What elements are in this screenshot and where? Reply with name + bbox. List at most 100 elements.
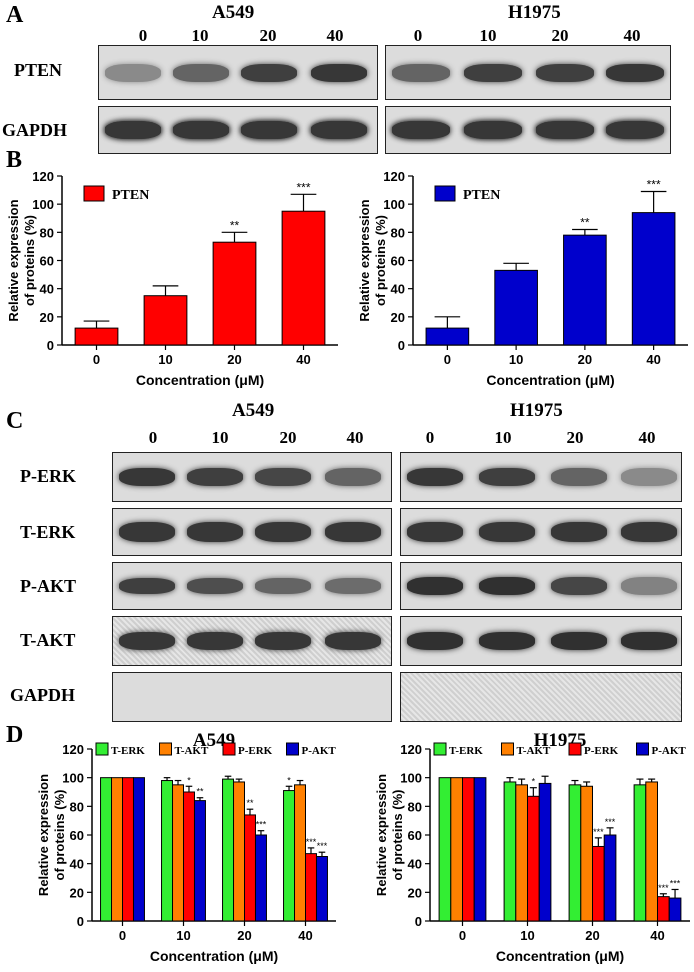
y-tick-label: 80: [408, 799, 422, 814]
bar-t-erk: [283, 790, 296, 922]
x-tick-label: 40: [296, 352, 310, 367]
band: [464, 63, 522, 82]
band: [407, 468, 463, 486]
significance-mark: **: [580, 216, 590, 230]
blot-a549-t-akt: [112, 616, 392, 666]
bar-pten: [425, 327, 470, 346]
y-tick-label: 60: [408, 828, 422, 843]
legend-label: T-AKT: [175, 745, 209, 757]
band: [311, 63, 367, 82]
lane-label: 10: [191, 26, 209, 45]
bar-p-erk: [305, 853, 317, 922]
row-label-gapdh: GAPDH: [2, 120, 67, 140]
legend-label: P-ERK: [238, 745, 273, 757]
bar-t-erk: [438, 777, 452, 922]
y-tick-label: 0: [415, 914, 422, 929]
significance-mark: ***: [647, 177, 661, 191]
band: [325, 632, 381, 650]
band: [187, 578, 243, 594]
legend-label: P-AKT: [302, 745, 337, 757]
y-tick-label: 20: [40, 310, 54, 325]
lane-label: 40: [623, 26, 641, 45]
lane-label: 40: [326, 26, 344, 45]
band: [407, 632, 463, 650]
panel-letter-a: A: [6, 2, 24, 28]
band: [621, 522, 677, 542]
band: [173, 63, 229, 82]
lane-label: 0: [413, 26, 423, 45]
band: [119, 578, 175, 594]
band: [187, 522, 243, 542]
legend-swatch: [95, 742, 109, 756]
cell-title-h1975: H1975: [510, 400, 563, 421]
row-label-pten: PTEN: [14, 60, 63, 80]
band: [479, 468, 535, 486]
band: [187, 632, 243, 650]
blot-h1975-gapdh: [385, 106, 671, 154]
lane-label: 20: [566, 428, 584, 447]
bar-t-erk: [633, 784, 647, 922]
band: [255, 468, 311, 486]
legend-label: T-AKT: [517, 745, 551, 757]
bar-t-erk: [568, 784, 582, 922]
band: [325, 468, 381, 486]
band: [119, 632, 175, 650]
blot-h1975-p-erk: [400, 452, 682, 502]
y-tick-label: 120: [32, 169, 54, 184]
y-tick-label: 20: [408, 885, 422, 900]
y-axis-label: Relative expression: [357, 199, 372, 321]
y-axis-label: of proteins (%): [22, 215, 37, 306]
band: [479, 522, 535, 542]
band: [606, 121, 662, 139]
row-label-t-akt: T-AKT: [20, 630, 76, 650]
y-axis-label: Relative expression: [36, 774, 51, 896]
y-tick-label: 100: [400, 771, 422, 786]
band: [392, 63, 450, 82]
band: [255, 522, 311, 542]
bar-p-erk: [592, 845, 605, 922]
bar-p-akt: [132, 777, 145, 922]
significance-mark: *: [287, 775, 291, 785]
bar-pten: [563, 234, 607, 346]
x-tick-label: 10: [520, 928, 534, 943]
blot-a549-p-erk: [112, 452, 392, 502]
row-label-p-erk: P-ERK: [20, 466, 76, 486]
band: [187, 468, 243, 486]
y-tick-label: 100: [62, 771, 84, 786]
bar-p-akt: [193, 800, 206, 922]
band: [551, 577, 607, 595]
legend-swatch: [434, 185, 456, 202]
x-tick-label: 10: [509, 352, 523, 367]
legend-swatch: [433, 742, 447, 756]
bar-p-erk: [244, 814, 256, 922]
band: [606, 63, 664, 82]
band: [241, 121, 297, 139]
significance-mark: ***: [317, 841, 328, 851]
legend-label: PTEN: [112, 188, 149, 203]
row-label-t-erk: T-ERK: [20, 522, 76, 542]
band: [119, 522, 175, 542]
bar-t-akt: [172, 784, 185, 922]
x-tick-label: 0: [444, 352, 451, 367]
blot-a549-p-akt: [112, 562, 392, 610]
bar-t-erk: [222, 778, 235, 922]
x-tick-label: 20: [578, 352, 592, 367]
significance-mark: **: [196, 787, 204, 797]
y-tick-label: 80: [70, 799, 84, 814]
x-tick-label: 20: [237, 928, 251, 943]
band: [105, 63, 161, 82]
bar-p-akt: [315, 856, 328, 922]
band: [464, 121, 520, 139]
bar-p-erk: [183, 791, 195, 922]
y-tick-label: 0: [47, 338, 54, 353]
y-tick-label: 60: [391, 254, 405, 269]
x-tick-label: 0: [459, 928, 466, 943]
bar-t-akt: [233, 781, 246, 922]
bar-t-akt: [580, 785, 594, 922]
y-tick-label: 0: [77, 914, 84, 929]
bar-p-erk: [462, 777, 475, 922]
band: [311, 121, 367, 139]
row-label-gapdh: GAPDH: [10, 685, 75, 705]
